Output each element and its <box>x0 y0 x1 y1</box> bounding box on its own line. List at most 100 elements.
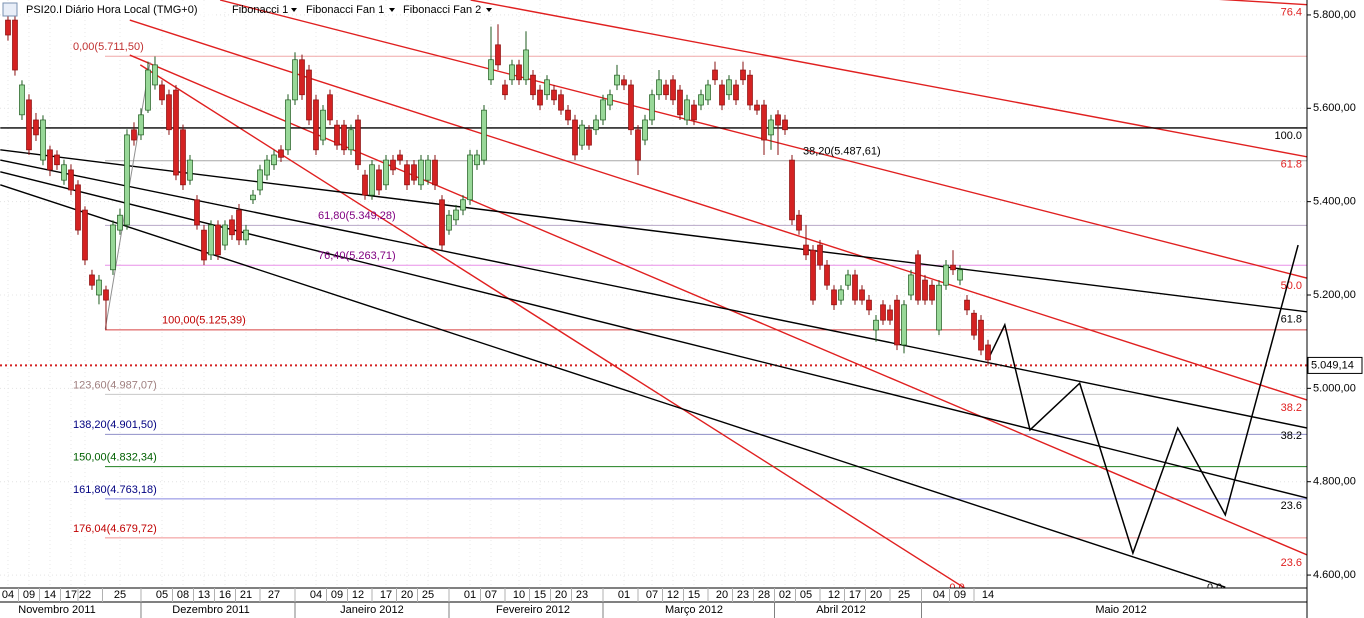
candle-body <box>537 89 543 106</box>
y-tick-label: 4.600,00 <box>1313 569 1356 581</box>
candle-body <box>341 124 347 151</box>
month-label: Maio 2012 <box>1095 604 1146 616</box>
candle-body <box>761 104 767 141</box>
fan-label: 61.8 <box>1281 159 1302 171</box>
candle-body <box>194 199 200 226</box>
candle-body <box>705 84 711 101</box>
candle-body <box>250 194 256 201</box>
candle-body <box>831 289 837 306</box>
y-tick-label: 5.200,00 <box>1313 289 1356 301</box>
candle-body <box>425 159 431 181</box>
fan-label: 61.8 <box>1281 314 1302 326</box>
fan-label: 76.4 <box>1281 7 1302 19</box>
candle-body <box>131 129 137 141</box>
candle-body <box>663 84 669 96</box>
symbol-label[interactable]: PSI20.I Diário Hora Local (TMG+0) <box>26 4 197 16</box>
projection-line <box>989 244 1299 556</box>
x-tick-label: 25 <box>898 589 910 601</box>
candle-body <box>495 44 501 66</box>
candle-body <box>670 79 676 101</box>
dropdown-caret[interactable] <box>486 8 492 12</box>
candle-body <box>845 274 851 286</box>
candle-body <box>299 59 305 96</box>
candle-body <box>544 79 550 96</box>
fan-line <box>129 19 1307 401</box>
x-tick-label: 10 <box>513 589 525 601</box>
fan-line <box>470 0 1307 158</box>
candle-body <box>432 159 438 186</box>
candle-body <box>656 79 662 96</box>
candle-body <box>943 264 949 286</box>
candle-body <box>327 94 333 121</box>
candle-body <box>649 94 655 121</box>
x-tick-label: 07 <box>646 589 658 601</box>
toolbar-item[interactable]: Fibonacci 1 <box>232 4 288 16</box>
x-tick-label: 23 <box>576 589 588 601</box>
candle-body <box>173 89 179 176</box>
candle-body <box>376 169 382 191</box>
fan-label: 38.2 <box>1281 430 1302 442</box>
fan-label: 50.0 <box>1281 280 1302 292</box>
candle-body <box>222 224 228 246</box>
candle-body <box>12 19 18 71</box>
candle-body <box>418 159 424 186</box>
candle-body <box>698 94 704 106</box>
candle-body <box>19 84 25 116</box>
x-tick-label: 04 <box>310 589 322 601</box>
x-tick-label: 20 <box>401 589 413 601</box>
candle-body <box>824 264 830 286</box>
candle-body <box>908 274 914 296</box>
toolbar-item[interactable]: Fibonacci Fan 2 <box>403 4 481 16</box>
fan-label: 23.6 <box>1281 500 1302 512</box>
symbol-icon <box>2 2 18 17</box>
candle-body <box>201 229 207 261</box>
candle-body <box>236 209 242 241</box>
candle-body <box>887 309 893 321</box>
candle-body <box>306 69 312 121</box>
x-tick-label: 16 <box>219 589 231 601</box>
x-tick-label: 09 <box>954 589 966 601</box>
candle-body <box>635 129 641 161</box>
x-tick-label: 17 <box>849 589 861 601</box>
candle-body <box>922 279 928 301</box>
fib-level-label: 150,00(4.832,34) <box>73 452 157 464</box>
fib-level-label: 76,40(5.263,71) <box>318 250 396 262</box>
x-tick-label: 12 <box>828 589 840 601</box>
candle-body <box>733 84 739 101</box>
x-tick-label: 13 <box>198 589 210 601</box>
x-tick-label: 12 <box>352 589 364 601</box>
candle-body <box>817 244 823 266</box>
fib-level-label: 100,00(5.125,39) <box>162 315 246 327</box>
last-price-box <box>1307 356 1363 374</box>
y-tick-label: 5.000,00 <box>1313 382 1356 394</box>
candle-body <box>894 299 900 346</box>
candle-body <box>61 164 67 181</box>
dropdown-caret[interactable] <box>291 8 297 12</box>
candle-body <box>285 99 291 151</box>
fan-label: 38.2 <box>1281 402 1302 414</box>
dropdown-caret[interactable] <box>389 8 395 12</box>
candle-body <box>481 109 487 161</box>
candle-body <box>803 244 809 256</box>
candle-body <box>82 209 88 261</box>
toolbar: PSI20.I Diário Hora Local (TMG+0) Fibona… <box>2 2 492 17</box>
candle-body <box>439 199 445 246</box>
toolbar-item[interactable]: Fibonacci Fan 1 <box>306 4 384 16</box>
candle-body <box>453 209 459 221</box>
candle-body <box>243 229 249 241</box>
y-tick-label: 5.400,00 <box>1313 196 1356 208</box>
candle-body <box>40 119 46 161</box>
candle-body <box>152 64 158 86</box>
candle-body <box>397 154 403 161</box>
x-tick-label: 28 <box>758 589 770 601</box>
fan-label: 0.0 <box>1207 582 1222 594</box>
x-tick-label: 14 <box>44 589 56 601</box>
candle-body <box>929 284 935 301</box>
candle-body <box>740 69 746 81</box>
candle-body <box>642 119 648 141</box>
candle-body <box>985 344 991 361</box>
fib-level-label: 38,20(5.487,61) <box>803 146 881 158</box>
y-tick-label: 5.800,00 <box>1313 9 1356 21</box>
candle-body <box>719 84 725 106</box>
